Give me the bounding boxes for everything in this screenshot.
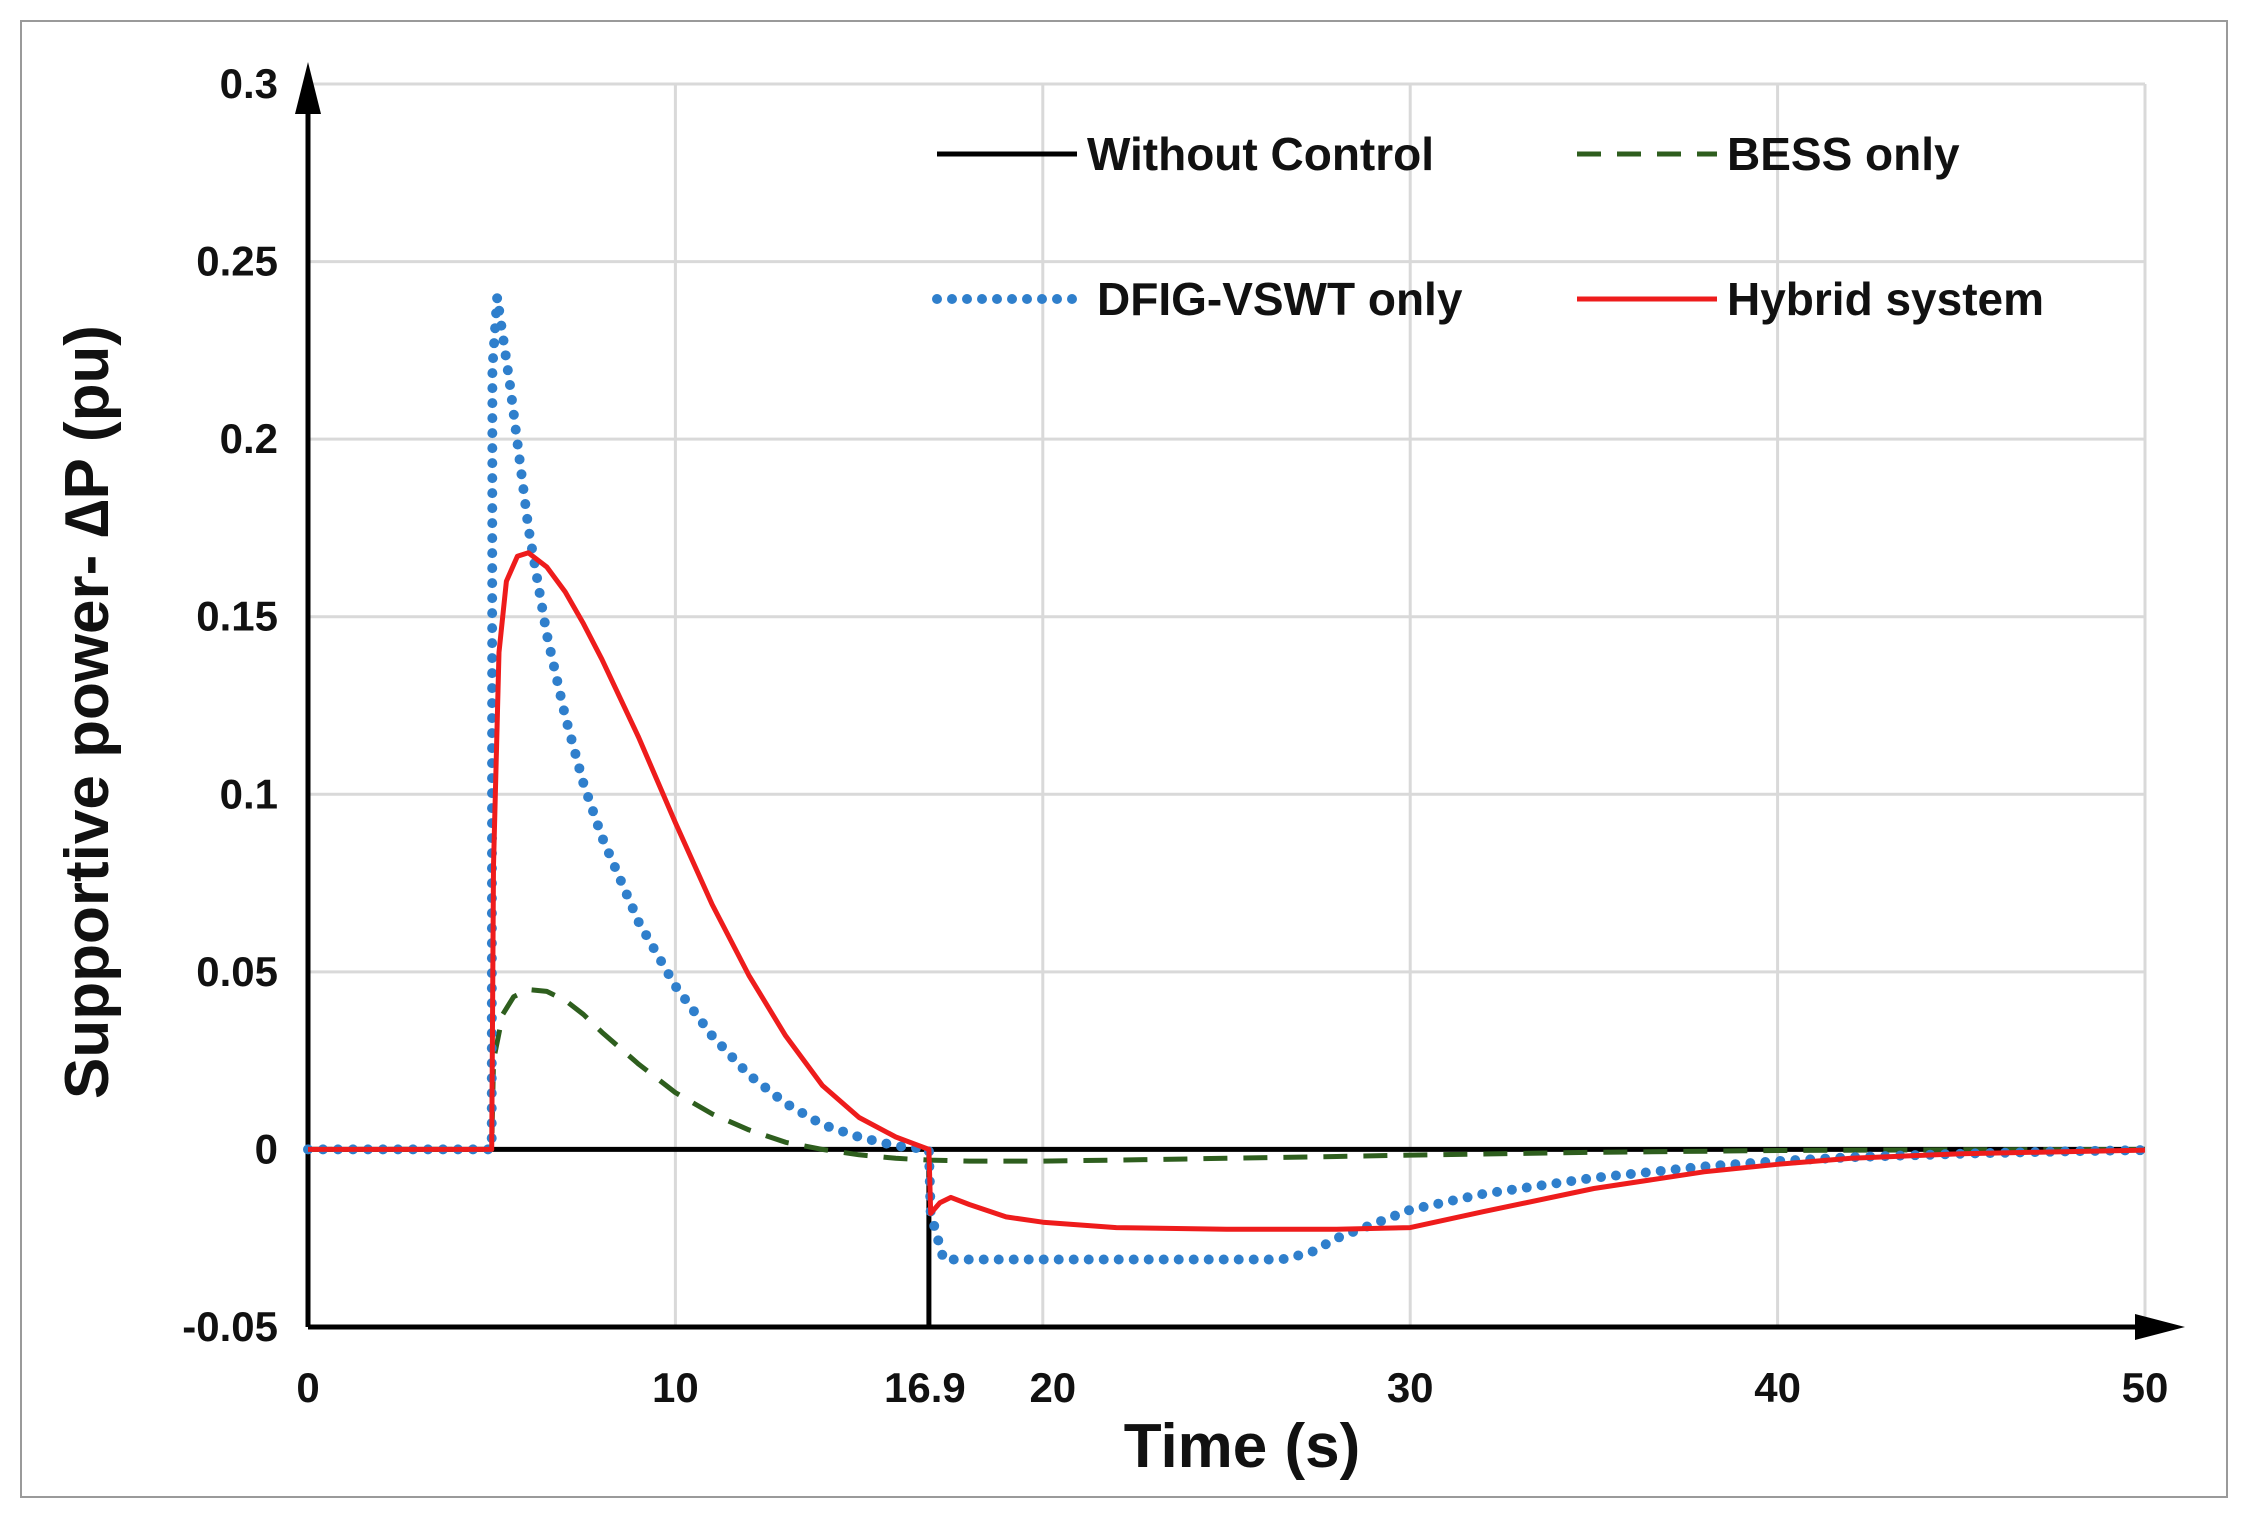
legend: Without Control BESS only DFIG-VSWT only Hy… xyxy=(932,128,2044,325)
tick-labels: -0.05 0 0.05 0.1 0.15 0.2 0.25 0.3 0 10 16.9 20 30 40… xyxy=(182,60,2168,1411)
x-tick-label: 0 xyxy=(296,1364,319,1411)
x-tick-label: 50 xyxy=(2122,1364,2169,1411)
legend-label-without-control: Without Control xyxy=(1087,128,1434,180)
y-tick-label: 0 xyxy=(255,1125,278,1172)
x-tick-label: 30 xyxy=(1387,1364,1434,1411)
x-tick-label: 16.9 xyxy=(884,1364,966,1411)
y-tick-label: 0.1 xyxy=(220,770,278,817)
series-line-bess-only xyxy=(308,987,2146,1164)
y-axis-title: Supportive power- ∆P (pu) xyxy=(53,325,122,1099)
legend-label-dfig-vswt-only: DFIG-VSWT only xyxy=(1097,273,1463,325)
series-line-without-control xyxy=(308,1146,2145,1330)
chart-frame: -0.05 0 0.05 0.1 0.15 0.2 0.25 0.3 0 10 16.9 20 30 40… xyxy=(20,20,2228,1498)
series-line-dfig-vswt-only xyxy=(303,292,2150,1265)
legend-label-bess-only: BESS only xyxy=(1727,128,1960,180)
legend-label-hybrid-system: Hybrid system xyxy=(1727,273,2044,325)
y-axis-arrow xyxy=(295,62,321,114)
x-axis-title: Time (s) xyxy=(1124,1412,1361,1481)
series-line-hybrid-system xyxy=(308,550,2146,1232)
line-chart: -0.05 0 0.05 0.1 0.15 0.2 0.25 0.3 0 10 16.9 20 30 40… xyxy=(53,60,2185,1481)
y-tick-label: -0.05 xyxy=(182,1303,278,1350)
y-tick-label: 0.05 xyxy=(196,948,278,995)
grid xyxy=(308,82,2147,1327)
series-lines xyxy=(303,292,2150,1330)
x-axis-arrow xyxy=(2135,1314,2185,1340)
x-tick-label: 40 xyxy=(1754,1364,1801,1411)
y-tick-label: 0.3 xyxy=(220,60,278,107)
y-tick-label: 0.2 xyxy=(220,415,278,462)
y-tick-label: 0.15 xyxy=(196,593,278,640)
x-tick-label: 20 xyxy=(1029,1364,1076,1411)
x-tick-label: 10 xyxy=(652,1364,699,1411)
y-tick-label: 0.25 xyxy=(196,238,278,285)
